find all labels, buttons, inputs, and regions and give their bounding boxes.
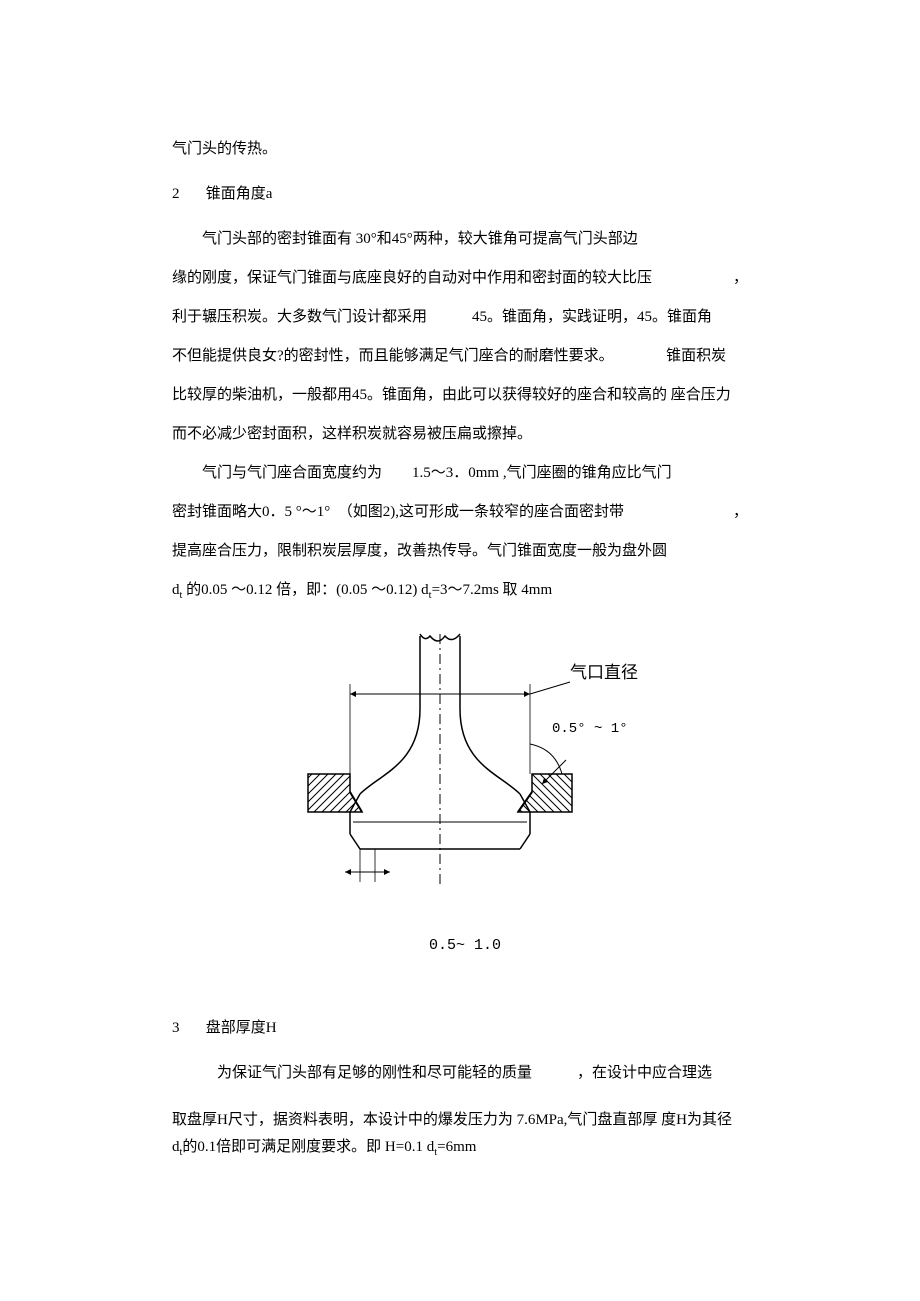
section-3-heading: 3 盘部厚度H [172,1009,748,1048]
s2-p2-line-b-tail: ， [733,493,748,532]
s2-p2-line-c: 提高座合压力，限制积炭层厚度，改善热传导。气门锥面宽度一般为盘外圆 [172,532,748,571]
s2-p1-line-c: 利于辗压积炭。大多数气门设计都采用 45。锥面角，实践证明，45。锥面角 [172,298,748,337]
s3-p2-line-b: dt的0.1倍即可满足刚度要求。即 H=0.1 dt=6mm [172,1134,748,1163]
s3-p2-b-mid: 的0.1倍即可满足刚度要求。即 H=0.1 d [182,1139,434,1155]
s2-p2-d-pre: d [172,582,180,598]
s2-p2-line-b-text: 密封锥面略大0．5 °～1° （如图2),这可形成一条较窄的座合面密封带 [172,504,624,520]
s2-p1-line-f: 而不必减少密封面积，这样积炭就容易被压扁或擦掉。 [172,415,748,454]
section-2-number: 2 [172,175,202,214]
s2-p2-d-end: =3～7.2ms 取 4mm [432,582,553,598]
section-3-title: 盘部厚度H [206,1020,277,1036]
intro-line: 气门头的传热。 [172,130,748,169]
figure-2: 气口直径 0.5° ~ 1° 0.5~ 1.0 [172,624,748,965]
fig-label-angle: 0.5° ~ 1° [552,721,628,737]
s3-p1-line-a: 为保证气门头部有足够的刚性和尽可能轻的质量 ，在设计中应合理选 [172,1054,748,1093]
s2-p1-line-a: 气门头部的密封锥面有 30°和45°两种，较大锥角可提高气门头部边 [172,220,748,259]
section-2-heading: 2 锥面角度a [172,175,748,214]
s3-p2-b-end: =6mm [437,1139,476,1155]
s2-p2-line-a: 气门与气门座合面宽度约为 1.5～3．0mm ,气门座圈的锥角应比气门 [172,454,748,493]
fig-label-port-dia: 气口直径 [570,663,638,682]
fig-label-bottom: 0.5~ 1.0 [172,926,748,965]
s2-p1-line-b-tail: ， [733,259,748,298]
s2-p1-line-b: 缘的刚度，保证气门锥面与底座良好的自动对中作用和密封面的较大比压 ， [172,259,748,298]
section-3-number: 3 [172,1009,202,1048]
s3-p2-b-pre: d [172,1139,180,1155]
s2-p2-d-mid: 的0.05 ～0.12 倍，即：(0.05 ～0.12) d [182,582,428,598]
s2-p1-line-d: 不但能提供良女?的密封性，而且能够满足气门座合的耐磨性要求。 锥面积炭 [172,337,748,376]
s2-p1-line-e: 比较厚的柴油机，一般都用45。锥面角，由此可以获得较好的座合和较高的 座合压力 [172,376,748,415]
s2-p2-line-d: dt 的0.05 ～0.12 倍，即：(0.05 ～0.12) dt=3～7.2… [172,571,748,610]
document-page: 气门头的传热。 2 锥面角度a 气门头部的密封锥面有 30°和45°两种，较大锥… [0,0,920,1223]
valve-diagram-svg: 气口直径 0.5° ~ 1° [270,624,650,914]
s2-p2-line-b: 密封锥面略大0．5 °～1° （如图2),这可形成一条较窄的座合面密封带 ， [172,493,748,532]
section-2-title: 锥面角度a [206,186,273,202]
s2-p1-line-b-text: 缘的刚度，保证气门锥面与底座良好的自动对中作用和密封面的较大比压 [172,270,652,286]
s3-p2-line-a: 取盘厚H尺寸，据资料表明，本设计中的爆发压力为 7.6MPa,气门盘直部厚 度H… [172,1107,748,1134]
